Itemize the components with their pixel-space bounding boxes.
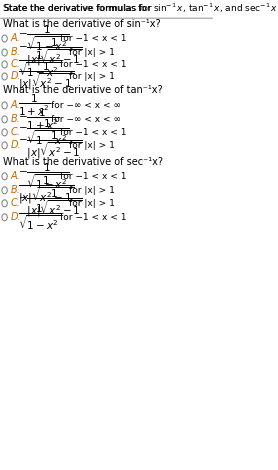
Text: State the derivative formulas for: State the derivative formulas for <box>3 4 155 13</box>
Text: for −∞ < x < ∞: for −∞ < x < ∞ <box>51 101 121 110</box>
Text: C.: C. <box>11 60 21 70</box>
Text: State the derivative formulas for $\sin^{-1}x$, $\tan^{-1}x$, and $\sec^{-1}x$.: State the derivative formulas for $\sin^… <box>3 2 278 15</box>
Text: $\dfrac{1}{\sqrt{1-x^2}}$: $\dfrac{1}{\sqrt{1-x^2}}$ <box>18 203 61 232</box>
Text: $\dfrac{1}{1+x^2}$: $\dfrac{1}{1+x^2}$ <box>18 93 51 118</box>
Text: B.: B. <box>11 114 21 125</box>
Text: D.: D. <box>11 71 21 81</box>
Text: for |x| > 1: for |x| > 1 <box>69 199 115 208</box>
Text: for −1 < x < 1: for −1 < x < 1 <box>60 60 126 69</box>
Text: for −1 < x < 1: for −1 < x < 1 <box>60 172 126 181</box>
Text: $-\dfrac{1}{\sqrt{1-x^2}}$: $-\dfrac{1}{\sqrt{1-x^2}}$ <box>18 162 70 191</box>
Text: A.: A. <box>11 101 21 110</box>
Text: A.: A. <box>11 172 21 181</box>
Text: for |x| > 1: for |x| > 1 <box>69 186 115 195</box>
Text: What is the derivative of tan⁻¹x?: What is the derivative of tan⁻¹x? <box>3 86 163 95</box>
Text: D.: D. <box>11 212 21 222</box>
Text: for |x| > 1: for |x| > 1 <box>69 48 115 57</box>
Text: What is the derivative of sec⁻¹x?: What is the derivative of sec⁻¹x? <box>3 157 163 167</box>
Text: A.: A. <box>11 33 21 44</box>
Text: B.: B. <box>11 47 21 57</box>
Text: $-\dfrac{1}{|x|\sqrt{x^2-1}}$: $-\dfrac{1}{|x|\sqrt{x^2-1}}$ <box>18 37 83 69</box>
Text: $-\dfrac{1}{|x|\sqrt{x^2-1}}$: $-\dfrac{1}{|x|\sqrt{x^2-1}}$ <box>18 188 83 219</box>
Text: $-\dfrac{1}{1+x^2}$: $-\dfrac{1}{1+x^2}$ <box>18 107 60 132</box>
Text: $-\dfrac{1}{\sqrt{1-x^2}}$: $-\dfrac{1}{\sqrt{1-x^2}}$ <box>18 118 70 147</box>
Text: $-\dfrac{1}{|x|\sqrt{x^2-1}}$: $-\dfrac{1}{|x|\sqrt{x^2-1}}$ <box>18 129 83 161</box>
Text: What is the derivative of sin⁻¹x?: What is the derivative of sin⁻¹x? <box>3 18 161 29</box>
Text: for |x| > 1: for |x| > 1 <box>69 72 115 81</box>
Text: $-\dfrac{1}{\sqrt{1-x^2}}$: $-\dfrac{1}{\sqrt{1-x^2}}$ <box>18 24 70 53</box>
Text: C.: C. <box>11 198 21 208</box>
Text: C.: C. <box>11 127 21 137</box>
Text: $\dfrac{1}{|x|\sqrt{x^2-1}}$: $\dfrac{1}{|x|\sqrt{x^2-1}}$ <box>18 61 75 93</box>
Text: B.: B. <box>11 185 21 196</box>
Text: $\dfrac{1}{\sqrt{1-x^2}}$: $\dfrac{1}{\sqrt{1-x^2}}$ <box>18 50 61 79</box>
Text: for −∞ < x < ∞: for −∞ < x < ∞ <box>51 115 121 124</box>
Text: D.: D. <box>11 141 21 150</box>
Text: for −1 < x < 1: for −1 < x < 1 <box>60 128 126 137</box>
Text: for −1 < x < 1: for −1 < x < 1 <box>60 34 126 43</box>
Text: for −1 < x < 1: for −1 < x < 1 <box>60 213 126 222</box>
Text: $\dfrac{1}{|x|\sqrt{x^2-1}}$: $\dfrac{1}{|x|\sqrt{x^2-1}}$ <box>18 174 75 206</box>
Text: for |x| > 1: for |x| > 1 <box>69 141 115 150</box>
